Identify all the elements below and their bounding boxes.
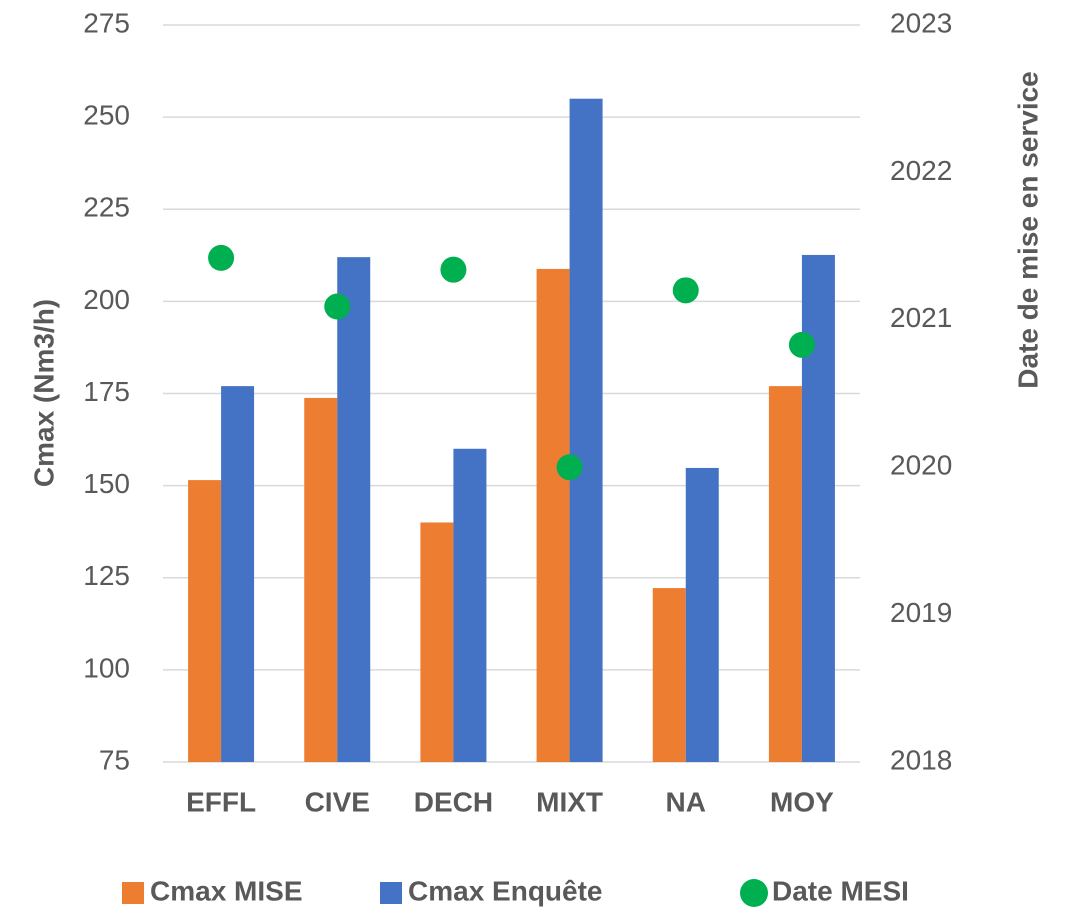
- y-tick-label: 150: [83, 468, 130, 499]
- y-tick-label: 125: [83, 560, 130, 591]
- y2-tick-label: 2022: [890, 155, 952, 186]
- x-tick-label: CIVE: [305, 786, 370, 817]
- bar: [188, 480, 222, 762]
- x-tick-label: DECH: [414, 786, 493, 817]
- bar: [453, 448, 487, 762]
- dot: [324, 293, 351, 320]
- bar: [652, 588, 686, 762]
- legend-label: Date MESI: [772, 875, 909, 906]
- y-tick-label: 75: [99, 744, 130, 775]
- y2-tick-label: 2023: [890, 7, 952, 38]
- y-tick-label: 275: [83, 7, 130, 38]
- y-axis-label: Cmax (Nm3/h): [28, 299, 59, 487]
- dot: [440, 256, 467, 283]
- y-tick-label: 200: [83, 284, 130, 315]
- y2-axis-label: Date de mise en service: [1012, 71, 1043, 389]
- bar: [685, 467, 719, 762]
- bar: [221, 386, 255, 762]
- dot: [556, 454, 583, 481]
- bar: [304, 397, 338, 762]
- bar: [420, 522, 454, 762]
- x-tick-label: MOY: [770, 786, 834, 817]
- bar: [768, 386, 802, 762]
- y-tick-label: 225: [83, 192, 130, 223]
- bar: [801, 254, 835, 762]
- legend-label: Cmax MISE: [150, 875, 303, 906]
- dot: [672, 277, 699, 304]
- dot: [788, 331, 815, 358]
- dot: [208, 244, 235, 271]
- bar: [536, 268, 570, 762]
- legend-marker: [380, 882, 402, 904]
- y2-tick-label: 2018: [890, 744, 952, 775]
- legend-marker: [122, 882, 144, 904]
- legend-marker: [740, 879, 768, 907]
- x-tick-label: EFFL: [186, 786, 256, 817]
- y-tick-label: 250: [83, 100, 130, 131]
- y2-tick-label: 2019: [890, 597, 952, 628]
- bar: [569, 98, 603, 762]
- y-tick-label: 175: [83, 376, 130, 407]
- y2-tick-label: 2021: [890, 302, 952, 333]
- bar: [337, 257, 371, 762]
- x-tick-label: MIXT: [536, 786, 603, 817]
- y2-tick-label: 2020: [890, 450, 952, 481]
- x-tick-label: NA: [666, 786, 706, 817]
- legend-label: Cmax Enquête: [408, 875, 603, 906]
- y-tick-label: 100: [83, 652, 130, 683]
